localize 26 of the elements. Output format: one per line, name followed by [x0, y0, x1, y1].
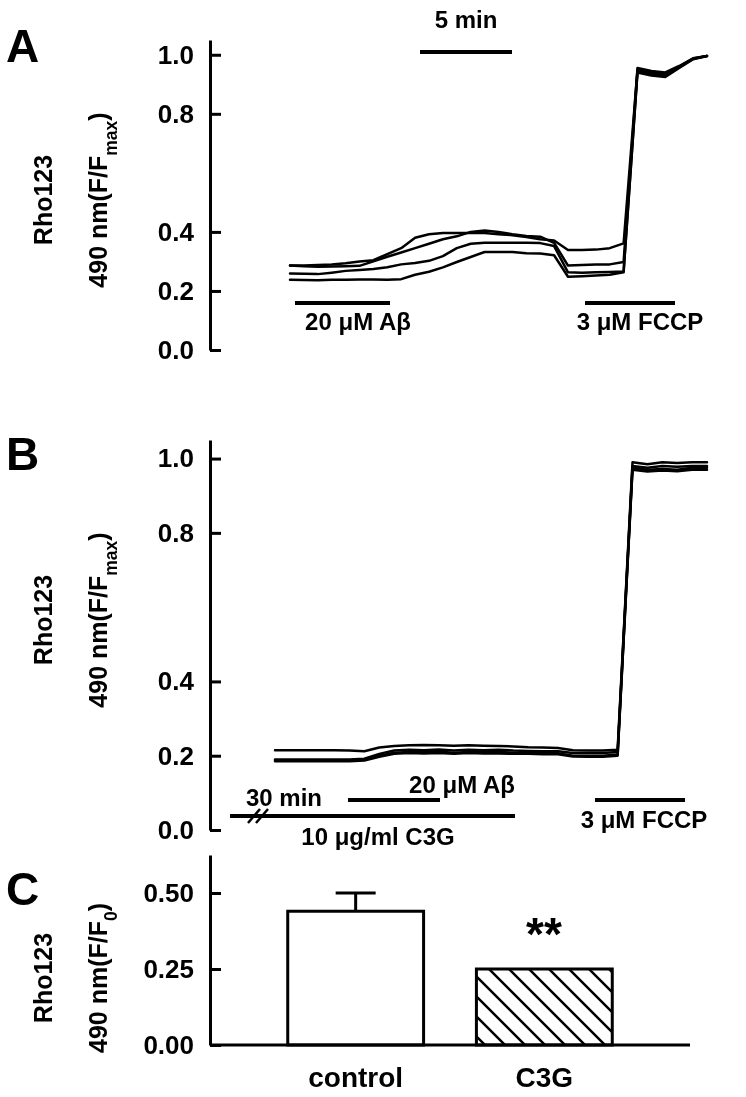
- y-tick-label: 1.0: [157, 443, 194, 474]
- y-tick-label: 0.50: [143, 877, 194, 908]
- annotation: 20 μM Aβ: [305, 308, 411, 335]
- y-tick-label: 0.0: [157, 334, 194, 365]
- y-tick-label: 0.8: [157, 98, 194, 129]
- annotation: 10 μg/ml C3G: [301, 823, 455, 850]
- y-tick-label: 0.2: [157, 275, 194, 306]
- text: 5 min: [434, 6, 498, 33]
- chart-title: B: [6, 428, 40, 480]
- annotation: 20 μM Aβ: [409, 771, 515, 798]
- chart-title: A: [6, 20, 40, 72]
- annotation: **: [526, 908, 562, 960]
- annotation: 30 min: [245, 784, 323, 811]
- y-tick-label: 0.4: [157, 216, 195, 247]
- chart-title: C: [6, 863, 40, 915]
- y-tick-label: 1.0: [157, 39, 194, 70]
- x-tick-label: control: [308, 1061, 404, 1093]
- annotation: 3 μM FCCP: [576, 308, 704, 335]
- y-tick-label: 0.2: [157, 740, 194, 771]
- y-tick-label: 0.00: [143, 1029, 194, 1060]
- y-tick-label: 0.8: [157, 517, 194, 548]
- y-tick-label: 0.25: [143, 953, 194, 984]
- x-tick-label: C3G: [515, 1061, 574, 1093]
- y-tick-label: 0.0: [157, 814, 194, 845]
- y-tick-label: 0.4: [157, 666, 195, 697]
- annotation: 3 μM FCCP: [580, 806, 708, 833]
